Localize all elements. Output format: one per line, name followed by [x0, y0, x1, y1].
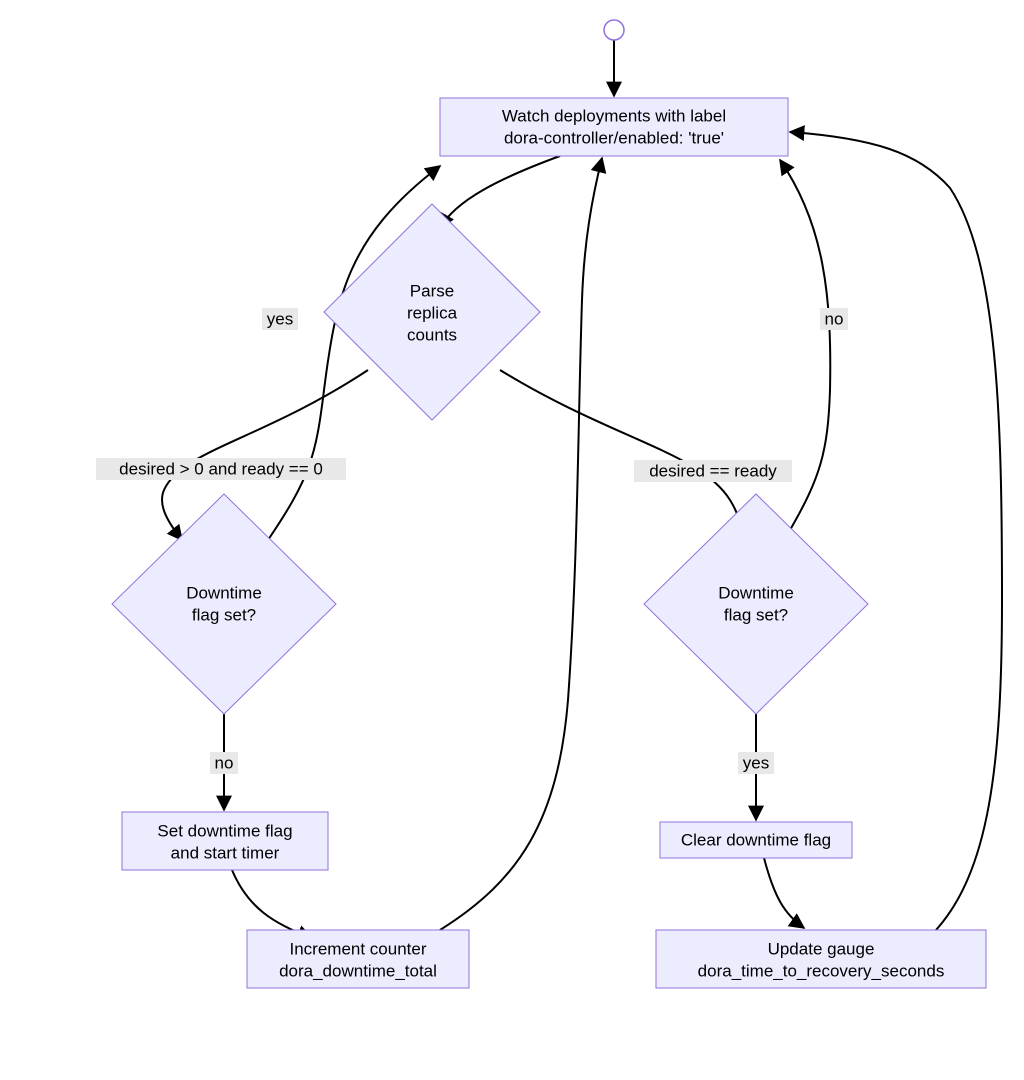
update-node: Update gauge dora_time_to_recovery_secon…	[656, 930, 986, 988]
edge-clr-upd	[764, 858, 804, 928]
setflag-node: Set downtime flag and start timer	[122, 812, 328, 870]
svg-text:Parse: Parse	[410, 281, 454, 300]
edge-parse-dtL	[162, 370, 368, 540]
flowchart-canvas: yes no desired > 0 and ready == 0 desire…	[0, 0, 1024, 1080]
svg-text:flag set?: flag set?	[724, 605, 788, 624]
svg-text:counts: counts	[407, 325, 457, 344]
parse-node: Parse replica counts	[324, 204, 540, 420]
edge-label-cond-right: desired == ready	[634, 460, 792, 482]
edge-upd-watch	[790, 132, 1002, 930]
edge-label-yes-right: yes	[738, 752, 774, 774]
svg-text:Downtime: Downtime	[718, 583, 794, 602]
svg-text:Watch deployments with label: Watch deployments with label	[502, 106, 726, 125]
edge-parse-dtR	[500, 370, 740, 540]
watch-node: Watch deployments with label dora-contro…	[440, 98, 788, 156]
edge-label-no-right: no	[820, 308, 848, 330]
svg-text:Update gauge: Update gauge	[768, 939, 875, 958]
svg-text:no: no	[215, 753, 234, 772]
svg-text:yes: yes	[267, 309, 293, 328]
svg-text:and start timer: and start timer	[171, 843, 280, 862]
svg-text:Set downtime flag: Set downtime flag	[157, 821, 292, 840]
svg-text:Downtime: Downtime	[186, 583, 262, 602]
edge-watch-parse	[440, 156, 560, 228]
svg-text:dora_downtime_total: dora_downtime_total	[279, 961, 437, 980]
edge-set-inc	[232, 870, 312, 938]
svg-text:dora_time_to_recovery_seconds: dora_time_to_recovery_seconds	[698, 961, 945, 980]
svg-text:dora-controller/enabled: 'true: dora-controller/enabled: 'true'	[504, 128, 724, 147]
svg-text:yes: yes	[743, 753, 769, 772]
edge-label-no-left: no	[210, 752, 238, 774]
edge-label-cond-left: desired > 0 and ready == 0	[96, 458, 346, 480]
downtime-right-node: Downtime flag set?	[644, 494, 868, 714]
svg-text:Increment counter: Increment counter	[289, 939, 426, 958]
svg-text:flag set?: flag set?	[192, 605, 256, 624]
svg-text:desired > 0 and ready == 0: desired > 0 and ready == 0	[119, 459, 323, 478]
start-node	[604, 20, 624, 40]
edge-label-yes-left: yes	[262, 308, 298, 330]
increment-node: Increment counter dora_downtime_total	[247, 930, 469, 988]
svg-text:desired == ready: desired == ready	[649, 461, 777, 480]
downtime-left-node: Downtime flag set?	[112, 494, 336, 714]
svg-text:Clear downtime flag: Clear downtime flag	[681, 830, 831, 849]
svg-text:replica: replica	[407, 303, 458, 322]
clearflag-node: Clear downtime flag	[660, 822, 852, 858]
svg-text:no: no	[825, 309, 844, 328]
